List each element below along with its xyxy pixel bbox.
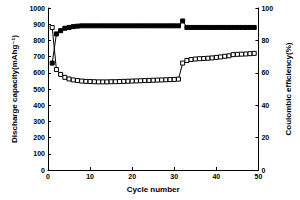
svg-text:0: 0 [261,166,266,174]
svg-text:60: 60 [261,69,269,76]
svg-text:Coulombic efficiency(%): Coulombic efficiency(%) [284,42,293,135]
svg-text:40: 40 [261,102,269,109]
svg-text:500: 500 [33,86,45,93]
svg-text:80: 80 [261,37,269,44]
svg-text:Cycle number: Cycle number [127,185,180,194]
svg-text:700: 700 [33,53,45,60]
svg-text:800: 800 [33,37,45,44]
svg-text:200: 200 [33,134,45,141]
svg-text:1000: 1000 [29,5,45,12]
svg-text:40: 40 [212,173,220,180]
svg-text:20: 20 [261,134,269,141]
svg-text:900: 900 [33,21,45,28]
svg-text:0: 0 [41,167,45,174]
svg-text:10: 10 [86,173,94,180]
svg-text:50: 50 [255,173,263,180]
svg-text:30: 30 [170,173,178,180]
svg-text:300: 300 [33,118,45,125]
svg-text:100: 100 [261,5,273,12]
svg-text:100: 100 [33,150,45,157]
svg-text:0: 0 [46,173,50,180]
svg-text:Discharge capacity(mAhg⁻¹): Discharge capacity(mAhg⁻¹) [10,35,19,143]
svg-text:20: 20 [128,173,136,180]
svg-text:600: 600 [33,69,45,76]
svg-text:400: 400 [33,102,45,109]
